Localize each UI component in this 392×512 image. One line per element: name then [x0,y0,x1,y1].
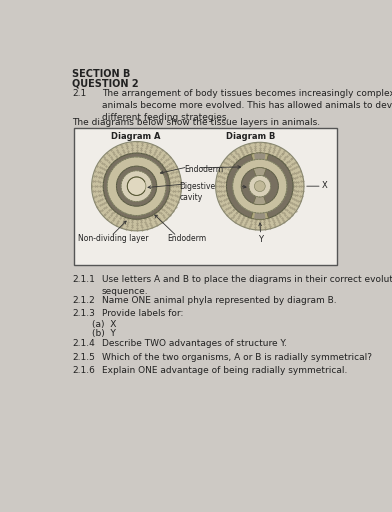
Text: Endoderm: Endoderm [167,234,206,243]
Text: Describe TWO advantages of structure Y.: Describe TWO advantages of structure Y. [102,338,287,348]
Text: 2.1.3: 2.1.3 [72,309,95,318]
Circle shape [241,168,278,205]
Wedge shape [254,153,266,167]
Text: Digestive
cavity: Digestive cavity [179,182,215,202]
Text: 2.1.4: 2.1.4 [72,338,95,348]
Text: Diagram A: Diagram A [111,132,160,141]
Circle shape [92,141,181,231]
Circle shape [254,181,265,191]
Text: Explain ONE advantage of being radially symmetrical.: Explain ONE advantage of being radially … [102,367,347,375]
Text: The diagrams below show the tissue layers in animals.: The diagrams below show the tissue layer… [72,118,320,127]
Circle shape [121,171,152,202]
Text: (a)  X: (a) X [93,320,117,329]
Text: The arrangement of body tissues becomes increasingly complex as
animals become m: The arrangement of body tissues becomes … [102,89,392,122]
Circle shape [127,177,146,196]
Text: Provide labels for:: Provide labels for: [102,309,183,318]
Text: 2.1: 2.1 [72,89,87,98]
FancyBboxPatch shape [74,127,337,265]
Text: Use letters A and B to place the diagrams in their correct evolutionary
sequence: Use letters A and B to place the diagram… [102,275,392,296]
Wedge shape [251,153,269,167]
Text: 2.1.5: 2.1.5 [72,352,95,361]
Text: Non-dividing layer: Non-dividing layer [78,234,149,243]
Wedge shape [251,205,269,219]
Text: (b)  Y: (b) Y [93,329,116,338]
Text: Name ONE animal phyla represented by diagram B.: Name ONE animal phyla represented by dia… [102,295,336,305]
Text: Which of the two organisms, A or B is radially symmetrical?: Which of the two organisms, A or B is ra… [102,352,372,361]
Circle shape [233,159,287,213]
Text: 2.1.2: 2.1.2 [72,295,95,305]
Wedge shape [254,205,266,219]
Circle shape [103,153,170,219]
Text: Y: Y [258,234,263,244]
Text: SECTION B: SECTION B [72,69,131,79]
Circle shape [216,142,304,230]
Text: X: X [322,181,328,190]
Circle shape [107,157,166,216]
Wedge shape [254,196,266,205]
Circle shape [249,176,270,197]
Text: Diagram B: Diagram B [226,132,275,141]
Text: 2.1.1: 2.1.1 [72,275,95,285]
Wedge shape [254,168,266,176]
Text: 2.1.6: 2.1.6 [72,367,95,375]
Text: Endoderm: Endoderm [185,165,224,174]
Text: QUESTION 2: QUESTION 2 [72,78,139,89]
Circle shape [227,153,293,219]
Circle shape [116,166,157,206]
